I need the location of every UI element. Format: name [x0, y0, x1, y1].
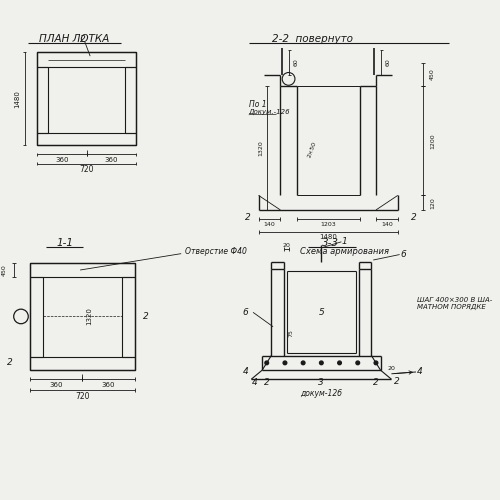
Text: 720: 720	[75, 392, 90, 401]
Bar	[48, 67, 124, 132]
Text: 20: 20	[388, 366, 396, 371]
Text: 720: 720	[80, 166, 94, 174]
Bar	[38, 67, 48, 132]
Text: Схема армирования: Схема армирования	[300, 248, 388, 256]
Text: 450: 450	[430, 68, 435, 80]
Text: 1203: 1203	[320, 222, 336, 227]
Text: 1320: 1320	[258, 140, 263, 156]
Bar	[30, 278, 43, 357]
Text: 6: 6	[243, 308, 248, 317]
Text: 140: 140	[264, 222, 276, 227]
Text: 2-2  повернуто: 2-2 повернуто	[272, 34, 352, 44]
Circle shape	[283, 361, 287, 364]
Circle shape	[320, 361, 323, 364]
Text: 1-1: 1-1	[56, 238, 73, 248]
Text: ШАГ 400×300 В ША-
МАТНОМ ПОРЯДКЕ: ШАГ 400×300 В ША- МАТНОМ ПОРЯДКЕ	[417, 297, 492, 310]
Text: 140: 140	[381, 222, 393, 227]
Text: 4: 4	[243, 368, 248, 376]
Text: 1200: 1200	[430, 133, 435, 148]
Text: 3: 3	[318, 378, 324, 388]
Bar	[38, 52, 136, 146]
Circle shape	[356, 361, 360, 364]
Bar	[38, 52, 136, 67]
Text: 60: 60	[386, 58, 390, 66]
Text: 2: 2	[7, 358, 13, 368]
Text: Докум.-126: Докум.-126	[248, 108, 290, 114]
Text: 2: 2	[412, 212, 417, 222]
Text: 2: 2	[143, 312, 148, 321]
Text: 360: 360	[55, 157, 68, 163]
Bar	[38, 132, 136, 145]
Text: Отверстие Ф40: Отверстие Ф40	[185, 248, 246, 256]
Text: 20: 20	[283, 243, 290, 248]
Circle shape	[302, 361, 305, 364]
Circle shape	[374, 361, 378, 364]
Text: 3-3: 3-3	[322, 238, 339, 248]
Text: 360: 360	[102, 382, 116, 388]
Text: 360: 360	[50, 382, 63, 388]
Text: 360: 360	[104, 157, 118, 163]
Text: 4: 4	[252, 378, 258, 388]
Bar	[43, 278, 122, 357]
Bar	[124, 67, 136, 132]
Text: 2: 2	[394, 376, 400, 386]
Text: докум-12б: докум-12б	[300, 390, 343, 398]
Text: 450: 450	[2, 264, 7, 276]
Text: 2: 2	[373, 378, 379, 388]
Bar	[122, 278, 135, 357]
Text: 2: 2	[80, 35, 86, 44]
Text: 5: 5	[318, 308, 324, 317]
Text: 60: 60	[294, 58, 298, 66]
Text: 2: 2	[264, 378, 270, 388]
Text: 1320: 1320	[86, 308, 92, 326]
Text: 2×50: 2×50	[307, 141, 318, 158]
Text: 1480: 1480	[319, 234, 337, 240]
Text: 2: 2	[244, 212, 250, 222]
Bar	[30, 262, 135, 370]
Text: 4: 4	[417, 368, 422, 376]
Circle shape	[338, 361, 342, 364]
Text: По 1: По 1	[248, 100, 266, 109]
Text: 1: 1	[341, 238, 347, 246]
Bar	[30, 262, 135, 278]
Text: 120: 120	[430, 197, 435, 208]
Text: 75: 75	[289, 329, 294, 337]
Circle shape	[265, 361, 268, 364]
Text: 1480: 1480	[14, 90, 20, 108]
Bar	[30, 358, 135, 370]
Text: 6: 6	[400, 250, 406, 259]
Text: ПЛАН ЛОТКА: ПЛАН ЛОТКА	[38, 34, 109, 44]
